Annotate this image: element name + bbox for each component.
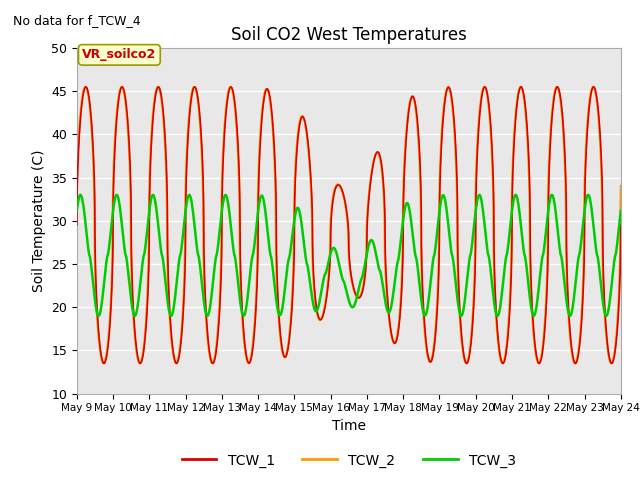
X-axis label: Time: Time xyxy=(332,419,366,433)
Title: Soil CO2 West Temperatures: Soil CO2 West Temperatures xyxy=(231,25,467,44)
Text: VR_soilco2: VR_soilco2 xyxy=(83,48,157,61)
Text: No data for f_TCW_4: No data for f_TCW_4 xyxy=(13,14,140,27)
Legend: TCW_1, TCW_2, TCW_3: TCW_1, TCW_2, TCW_3 xyxy=(176,448,522,473)
Y-axis label: Soil Temperature (C): Soil Temperature (C) xyxy=(31,150,45,292)
